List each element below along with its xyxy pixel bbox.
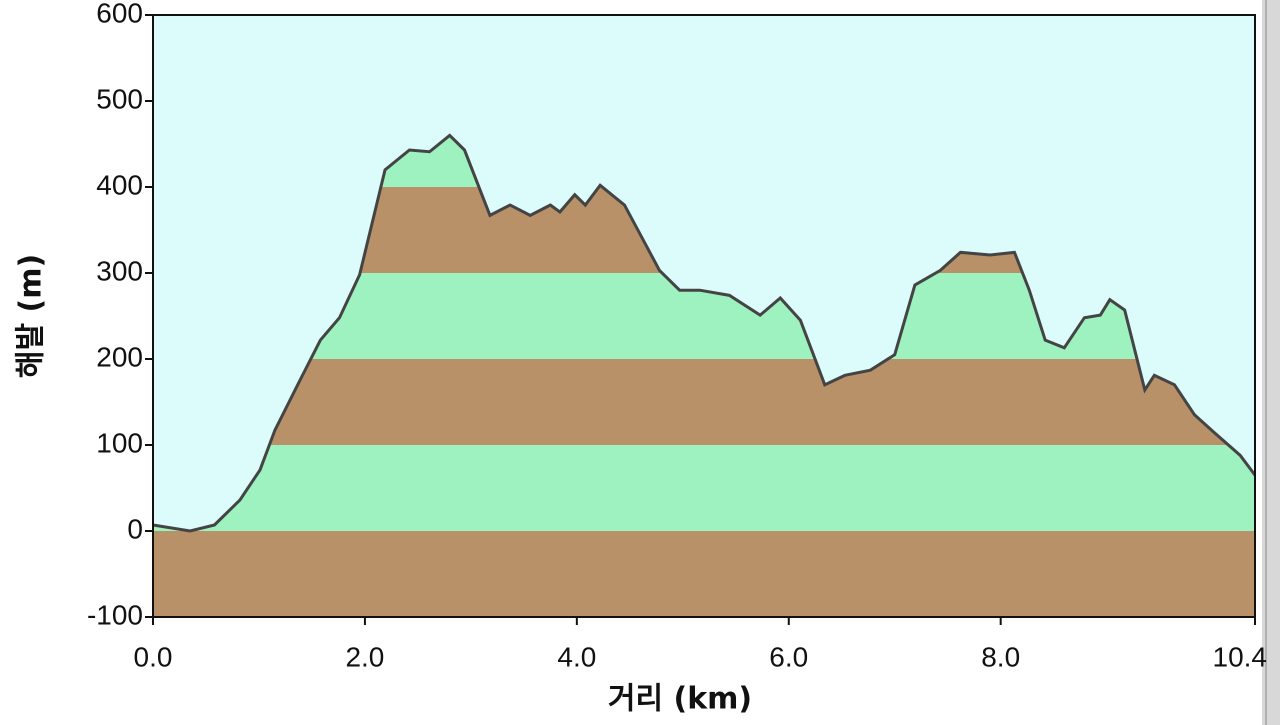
- y-tick-label: 200: [96, 341, 143, 372]
- x-tick-label: 0.0: [134, 641, 173, 672]
- elevation-band: [153, 359, 1255, 445]
- x-tick-label: 2.0: [345, 641, 384, 672]
- y-tick-label: 400: [96, 169, 143, 200]
- x-tick-label: 6.0: [769, 641, 808, 672]
- y-tick-label: -100: [87, 599, 143, 630]
- x-tick-label: 10.4: [1213, 641, 1268, 672]
- elevation-band: [153, 531, 1255, 617]
- y-tick-label: 500: [96, 83, 143, 114]
- elevation-line: [152, 133, 1257, 533]
- scrollbar: [1262, 0, 1280, 725]
- y-tick-label: 300: [96, 255, 143, 286]
- elevation-band: [153, 445, 1255, 531]
- y-axis-title: 해발 (m): [14, 254, 49, 378]
- x-tick-label: 4.0: [557, 641, 596, 672]
- y-tick-label: 600: [96, 0, 143, 28]
- y-tick-label: 100: [96, 427, 143, 458]
- plot-frame: [152, 14, 1256, 618]
- x-axis-title: 거리 (km): [608, 682, 752, 717]
- x-tick-label: 8.0: [981, 641, 1020, 672]
- y-tick-label: 0: [127, 513, 143, 544]
